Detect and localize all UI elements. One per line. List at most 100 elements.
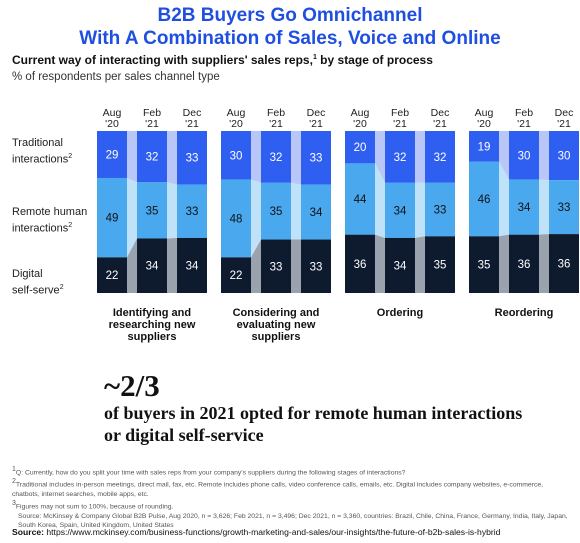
row-label-remote: Remote human interactions2 <box>12 206 87 236</box>
bar-segment <box>137 238 167 293</box>
bar-segment <box>177 131 207 185</box>
chart-units: % of respondents per sales channel type <box>12 71 220 83</box>
connector-band <box>127 177 137 258</box>
period-label-month: Dec <box>183 107 202 119</box>
footnote-text: Traditional includes in-person meetings,… <box>12 481 544 498</box>
connector-band <box>251 131 261 183</box>
bar-segment <box>261 239 291 293</box>
row-label-digital: Digital self-serve2 <box>12 268 64 298</box>
period-label-year: '21 <box>557 118 571 130</box>
bar-segment <box>469 161 499 237</box>
bar-segment <box>549 234 579 293</box>
connector-band <box>291 131 301 185</box>
period-label-month: Feb <box>267 107 285 119</box>
data-label: 34 <box>186 260 199 272</box>
connector-band <box>415 131 425 183</box>
bar-segment <box>221 257 251 293</box>
connector-band <box>499 161 509 237</box>
subtitle-tail: by stage of process <box>316 53 433 67</box>
period-label-year: '21 <box>185 118 199 130</box>
source-line: Source: https://www.mckinsey.com/busines… <box>12 527 500 537</box>
bar-segment <box>345 131 375 164</box>
bar-segment <box>301 184 331 240</box>
headline-line-2: With A Combination of Sales, Voice and O… <box>79 28 501 49</box>
source-url: https://www.mckinsey.com/business-functi… <box>46 527 501 537</box>
row-label-line1: Traditional <box>12 137 63 149</box>
data-label: 35 <box>146 205 159 217</box>
bar-segment <box>97 131 127 178</box>
period-label-month: Aug <box>227 107 246 119</box>
data-label: 33 <box>434 205 447 217</box>
bar-segment <box>509 131 539 180</box>
data-label: 22 <box>106 270 119 282</box>
data-label: 30 <box>230 150 243 162</box>
bar-segment <box>301 239 331 293</box>
data-label: 35 <box>434 260 447 272</box>
bar-segment <box>177 237 207 293</box>
connector-band <box>127 238 137 293</box>
data-label: 36 <box>354 259 367 271</box>
bar-segment <box>97 257 127 293</box>
period-label-year: '21 <box>517 118 531 130</box>
bar-segment <box>469 236 499 293</box>
bar-segment <box>549 131 579 181</box>
row-label-sup: 2 <box>59 284 64 291</box>
data-label: 35 <box>270 206 283 218</box>
period-label-year: '20 <box>477 118 491 130</box>
period-label-year: '21 <box>393 118 407 130</box>
group-title: evaluating new <box>237 319 316 331</box>
data-label: 36 <box>558 259 571 271</box>
bar-segment <box>137 182 167 239</box>
bar-segment <box>177 184 207 238</box>
row-label-sup: 2 <box>68 153 73 160</box>
bar-segment <box>385 182 415 238</box>
subtitle-text: Current way of interacting with supplier… <box>12 53 313 67</box>
bar-segment <box>549 180 579 235</box>
period-label-year: '20 <box>353 118 367 130</box>
data-label: 49 <box>106 213 119 225</box>
bar-segment <box>261 131 291 183</box>
connector-band <box>167 131 177 185</box>
group-title: Ordering <box>377 307 423 319</box>
connector-band <box>415 236 425 293</box>
bar-segment <box>509 234 539 293</box>
data-label: 46 <box>478 194 491 206</box>
data-label: 34 <box>310 207 323 219</box>
period-label-year: '21 <box>309 118 323 130</box>
bar-segment <box>261 182 291 240</box>
data-label: 32 <box>394 152 407 164</box>
headline-line-1: B2B Buyers Go Omnichannel <box>157 5 423 26</box>
period-label-year: '20 <box>105 118 119 130</box>
group-title: suppliers <box>128 331 177 343</box>
data-label: 34 <box>518 202 531 214</box>
footnote-mark: 2 <box>12 478 16 486</box>
footnote-source: Source: McKinsey & Company Global B2B Pu… <box>12 512 572 530</box>
row-label-line1: Remote human <box>12 206 88 218</box>
bar-segment <box>385 237 415 293</box>
row-label-sup: 2 <box>68 222 73 229</box>
data-label: 30 <box>518 150 531 162</box>
row-label-line2: self-serve <box>12 284 60 297</box>
bar-segment <box>385 131 415 183</box>
footnote-text: Q: Currently, how do you split your time… <box>15 469 406 477</box>
connector-band <box>375 234 385 293</box>
period-label-year: '21 <box>433 118 447 130</box>
bar-segment <box>221 179 251 258</box>
footnote-1: 1Q: Currently, how do you split your tim… <box>12 465 572 477</box>
bar-segment <box>345 234 375 293</box>
bar-segment <box>97 177 127 258</box>
row-label-traditional: Traditional interactions2 <box>12 137 72 167</box>
data-label: 22 <box>230 270 243 282</box>
footnote-mark: 1 <box>12 466 16 473</box>
bar-segment <box>509 179 539 235</box>
period-label-month: Aug <box>351 107 370 119</box>
row-label-line2: interactions <box>12 153 69 166</box>
connector-band <box>291 182 301 240</box>
connector-band <box>539 131 549 181</box>
connector-band <box>251 239 261 293</box>
data-label: 35 <box>478 260 491 272</box>
data-label: 32 <box>270 152 283 164</box>
group-title: Reordering <box>495 307 554 319</box>
period-label-month: Dec <box>555 107 574 119</box>
period-label-year: '20 <box>229 118 243 130</box>
